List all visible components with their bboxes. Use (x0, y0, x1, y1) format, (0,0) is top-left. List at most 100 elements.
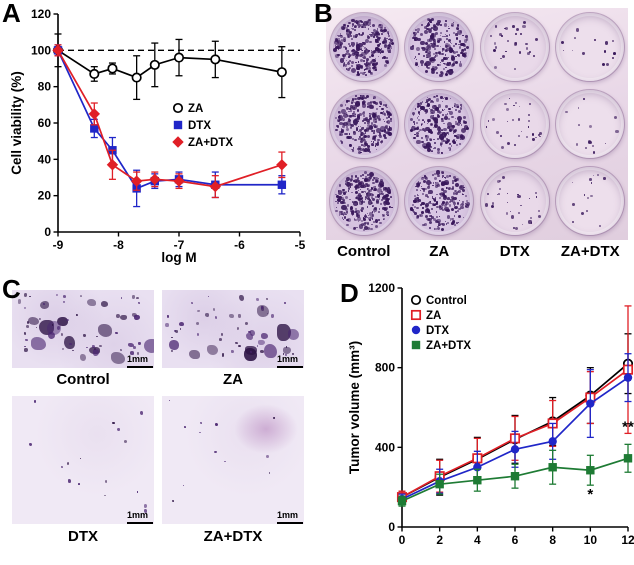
colony-dot (144, 339, 154, 354)
colony-dot (376, 141, 379, 144)
colony-dot (599, 224, 602, 228)
svg-text:DTX: DTX (426, 325, 449, 337)
colony-dot (353, 147, 355, 149)
colony-dot (26, 320, 30, 324)
colony-dot (418, 130, 420, 133)
colony-dot (431, 100, 433, 102)
colony-dot (363, 143, 367, 147)
colony-dot (441, 129, 443, 131)
panel-d-letter: D (340, 278, 359, 308)
svg-text:100: 100 (31, 43, 51, 57)
colony-dot (348, 36, 351, 39)
colony-dot (96, 335, 98, 338)
colony-dot (437, 113, 439, 116)
colony-dot (446, 113, 449, 115)
colony-dot (571, 220, 575, 224)
colony-dot (589, 178, 592, 181)
colony-dot (491, 202, 495, 205)
colony-dot (419, 204, 423, 207)
colony-dot (433, 24, 437, 28)
colony-dot (433, 95, 436, 98)
colony-dot (368, 219, 372, 222)
colony-dot (378, 118, 381, 121)
colony-dot (428, 190, 433, 195)
colony-dot (366, 124, 371, 128)
colony-dot (426, 209, 431, 213)
colony-dot (351, 104, 357, 110)
colony-dot (359, 188, 362, 191)
colony-dot (418, 119, 420, 121)
colony-dot (373, 177, 376, 180)
colony-dot (386, 116, 388, 119)
colony-dot (454, 120, 458, 124)
colony-dot (170, 336, 173, 339)
colony-dot (590, 182, 593, 185)
colony-dot (387, 50, 391, 54)
colony-dot (448, 39, 452, 43)
colony-dot (513, 143, 516, 146)
svg-text:6: 6 (512, 533, 519, 547)
colony-dot (372, 58, 377, 63)
svg-text:ZA: ZA (188, 103, 203, 115)
colony-dot (380, 141, 383, 144)
colony-dot (420, 59, 425, 64)
colony-dot (443, 116, 448, 121)
colony-dot (368, 124, 374, 130)
colony-dot (346, 27, 348, 29)
colony-dot (447, 198, 449, 201)
colony-dot (428, 129, 432, 133)
colony-dot (427, 23, 430, 26)
colony-dot (378, 193, 381, 196)
colony-dot (282, 353, 285, 355)
stain-smudge (234, 404, 298, 454)
colony-dot (461, 53, 466, 57)
colony-dot (117, 427, 121, 431)
colony-dot (424, 130, 427, 133)
colony-dot (424, 41, 428, 45)
colony-dot (444, 176, 447, 179)
colony-dot (451, 49, 454, 52)
colony-dot (346, 111, 348, 113)
colony-dot (504, 27, 506, 30)
colony-dot (352, 131, 356, 135)
colony-dot (134, 315, 140, 320)
colony-dot (374, 57, 376, 59)
colony-dot (388, 130, 391, 134)
colony-dot (136, 491, 139, 493)
colony-dot (383, 44, 388, 48)
colony-dot (413, 205, 416, 208)
colony-dot (381, 111, 385, 115)
colony-dot (454, 190, 457, 193)
colony-dot (385, 193, 389, 197)
colony-dot (441, 223, 445, 227)
colony-dot (353, 179, 356, 182)
colony-dot (165, 323, 169, 328)
colony-dot (447, 138, 451, 143)
colony-dot (367, 18, 371, 22)
colony-dot (436, 184, 440, 188)
colony-dot (522, 24, 526, 28)
colony-dot (361, 127, 364, 130)
colony-dot (347, 119, 351, 123)
colony-dot (345, 223, 349, 227)
colony-dot (349, 125, 353, 129)
colony-dot (388, 126, 391, 129)
colony-dot (582, 52, 585, 55)
colony-dot (110, 352, 125, 364)
colony-dot (24, 306, 27, 310)
colony-dot (370, 196, 374, 199)
colony-dot (334, 128, 338, 132)
colony-dot (350, 109, 353, 112)
colony-dot (353, 25, 356, 29)
colony-dot (357, 51, 360, 54)
colony-dot (436, 147, 440, 152)
colony-dot (375, 142, 379, 146)
colony-dot (517, 118, 521, 122)
colony-dot (351, 138, 354, 141)
colony-dot (342, 118, 345, 121)
colony-dot (337, 45, 341, 50)
colony-dot (504, 102, 507, 106)
colony-dot (379, 179, 384, 183)
colony-dot (441, 72, 444, 75)
colony-dot (430, 108, 433, 112)
